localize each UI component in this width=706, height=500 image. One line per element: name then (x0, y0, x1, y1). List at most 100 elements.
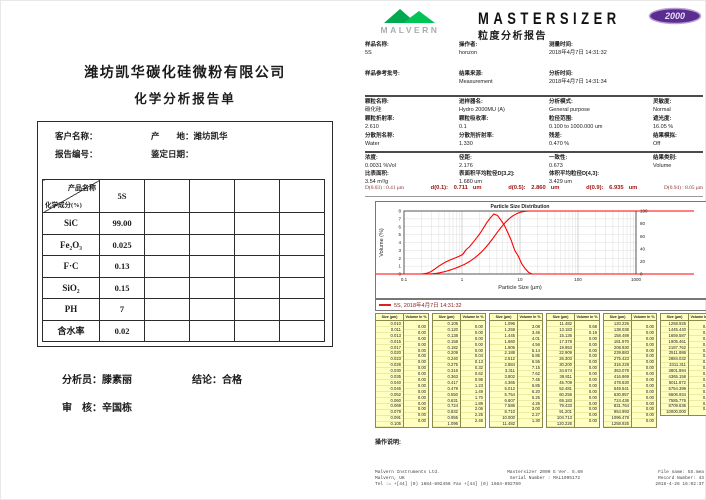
percentile-unit: um (550, 185, 560, 191)
size-header: Size (µm) (433, 314, 460, 321)
size-header: Size (µm) (661, 314, 688, 321)
size-cell: 1445.440 (668, 326, 686, 332)
volume-cell: 0.00 (417, 394, 426, 400)
volume-cell: 0.00 (645, 341, 654, 347)
info-value: Water (365, 140, 380, 147)
size-table-column: Size (µm) 1258.925 1445.440 1659.587 1905.46… (660, 313, 706, 417)
info-value: 2.610 (365, 123, 379, 130)
size-cell: 13.183 (559, 326, 572, 332)
size-cell: 239.883 (613, 350, 629, 356)
conclusion-field: 结论：合格 (192, 371, 242, 386)
volume-cell: 1.23 (474, 382, 483, 388)
size-subcolumn: Size (µm) 0.105 0.120 0.138 0.158 0.182 0.209 0… (432, 313, 461, 429)
volume-cell: 0.00 (474, 329, 483, 335)
volume-cell: 0.00 (417, 335, 426, 341)
report-title-cn: 粒度分析报告 (478, 31, 547, 42)
size-cell: 79.433 (559, 403, 572, 409)
size-cell: 6606.934 (668, 391, 686, 397)
volume-cell: 0.00 (417, 412, 426, 418)
origin-label: 产 地： (151, 131, 194, 141)
legend-label: 5S, 2018年4月7日 14:31:32 (394, 303, 462, 309)
axis-tick-label: 0 (640, 272, 643, 277)
reviewer-field: 审 核：辛国栋 (62, 399, 132, 414)
info-value: Off (653, 140, 661, 147)
report-body-box: 客户名称： 产 地：潍坊凯华 报告编号： 鉴定日期： 产品名称 化学成分(%) 5S… (37, 121, 333, 347)
axis-tick-label: 80 (640, 221, 646, 226)
size-cell: 158.489 (613, 332, 629, 338)
component-name: F·C (42, 255, 100, 278)
size-cell: 3.311 (504, 368, 515, 374)
empty-cell (189, 319, 235, 342)
empty-cell (279, 276, 325, 299)
size-cell: 11.482 (502, 421, 516, 427)
volume-cell: 7.15 (531, 365, 540, 371)
footer-line: Serial Number : MAL1095172 (509, 476, 581, 481)
size-cell: 0.138 (447, 332, 458, 338)
volume-cell: 1.70 (474, 394, 483, 400)
size-table-column: Size (µm) 0.010 0.011 0.013 0.015 0.017 0.020 0… (375, 313, 429, 429)
size-cell: 2.188 (504, 350, 515, 356)
axis-tick-label: 7 (398, 216, 401, 221)
footer-file-block: File name: 5S.mea Record Number: 43 2018… (655, 470, 704, 488)
size-cell: 363.078 (613, 368, 629, 374)
percentile-label: D(0.03) : (365, 185, 387, 191)
info-field: 比表面积: 3.54 m²/g (365, 171, 457, 186)
info-field: 体积平均粒径D[4,3]: 3.429 um (549, 171, 699, 186)
badge-model-text: 2000 (664, 11, 685, 21)
info-label: 分析时间: (549, 71, 573, 77)
volume-cell: 0.00 (702, 341, 706, 347)
volume-cell: 0.00 (474, 335, 483, 341)
size-cell: 91.201 (559, 409, 572, 415)
axis-tick-label: 3 (398, 248, 401, 253)
component-value: 99.00 (99, 212, 145, 235)
size-cell: 1258.925 (668, 321, 686, 326)
info-value: 2.176 (459, 162, 473, 169)
volume-rows: 0.68 0.19 0.00 0.00 0.00 0.00 0.00 0.00 0.00 0.00… (575, 324, 599, 425)
info-field: 表面积平均粒径D[3,2]: 1.680 um (459, 171, 547, 186)
percentile-values-row: D(0.03) : 0.41 μm d(0.1): 0.711 um d(0.5): … (365, 185, 703, 191)
volume-cell: 0.00 (588, 406, 597, 412)
plot-border (403, 210, 637, 275)
size-cell: 208.930 (613, 344, 629, 350)
chemical-composition-table: 产品名称 化学成分(%) 5S SiC 99.00 Fe₂O₃ 0.025 F·C 0.13 Si… (42, 179, 325, 342)
size-cell: 0.030 (390, 368, 401, 374)
empty-cell (144, 179, 190, 213)
percentile-item: D(0.03) : 0.41 μm (365, 185, 404, 191)
particle-size-report: MALVERN MASTERSIZER 2000 粒度分析报告 样品名称: 5S 操… (346, 0, 706, 500)
axis-tick-label: 100 (640, 209, 648, 214)
size-cell: 120.226 (613, 321, 629, 326)
volume-cell: 0.00 (474, 341, 483, 347)
size-cell: 0.013 (390, 332, 401, 338)
volume-cell: 1.89 (474, 400, 483, 406)
size-cell: 19.953 (559, 344, 572, 350)
cumulative-curve (346, 210, 694, 275)
size-cell: 1.905 (504, 344, 515, 350)
info-field: 样品名称: 5S (365, 42, 457, 71)
info-field: 遮光度: 16.05 % (653, 116, 705, 133)
size-cell: 0.035 (390, 374, 401, 380)
percentile-value: 0.711 (453, 185, 468, 191)
empty-cell (144, 319, 190, 342)
particle-size-distribution-chart: Particle Size Distribution 0 1 2 3 4 5 6 7 8 0 20 40… (346, 201, 706, 299)
volume-cell: 0.00 (702, 359, 706, 365)
volume-cell: 0.00 (645, 377, 654, 383)
size-cell: 60.256 (559, 391, 572, 397)
volume-cell: 0.00 (702, 406, 706, 412)
analyst-field: 分析员：滕素丽 (62, 371, 132, 386)
size-cell: 15.136 (559, 332, 572, 338)
divider (365, 95, 703, 97)
size-cell: 2.884 (504, 362, 515, 368)
size-cell: 0.040 (390, 379, 401, 385)
size-cell: 2511.886 (668, 350, 686, 356)
volume-cell: 0.00 (702, 388, 706, 394)
size-cell: 11.482 (559, 321, 573, 326)
info-field: 结果类别: Volume (653, 155, 705, 171)
size-cell: 1096.478 (611, 415, 629, 421)
size-cell: 316.228 (613, 362, 629, 368)
volume-cell: 3.46 (531, 329, 540, 335)
info-field: 一致性: 0.673 (549, 155, 651, 171)
info-label: 结果类别: (653, 155, 677, 161)
volume-cell: 0.00 (702, 394, 706, 400)
volume-cell: 0.00 (702, 353, 706, 359)
info-label: 结果来源: (459, 71, 483, 77)
